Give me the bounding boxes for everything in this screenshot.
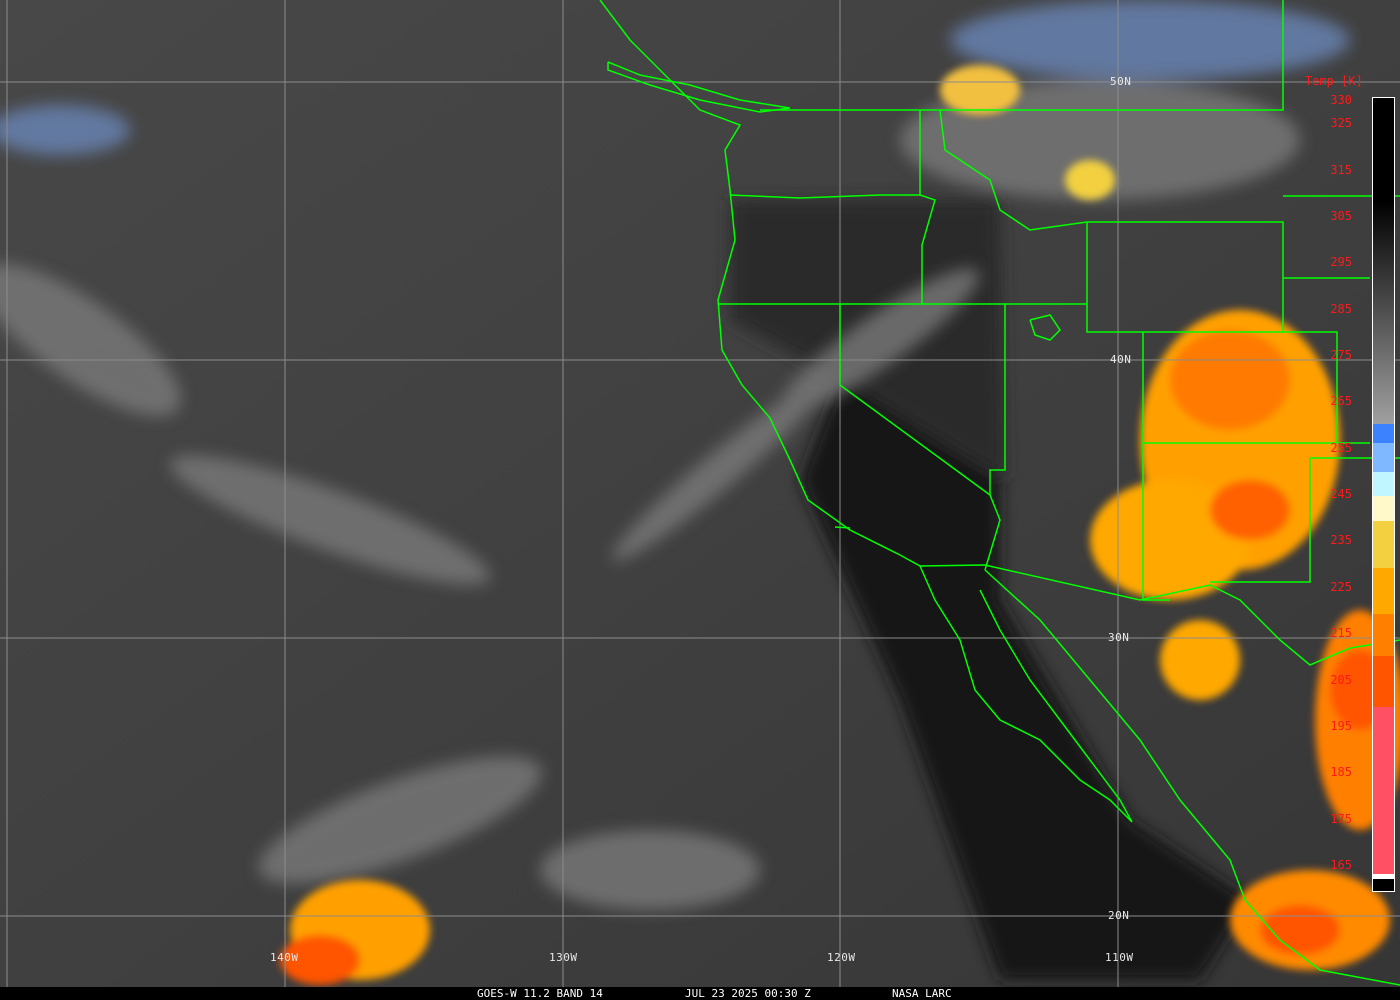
colorbar-tick-label: 330 (1330, 93, 1352, 107)
colorbar-segment (1373, 496, 1394, 522)
colorbar-segment (1373, 873, 1394, 879)
us-west-coast (599, 0, 921, 567)
colorbar-tick-label: 245 (1330, 487, 1352, 502)
colorbar-segment (1373, 878, 1394, 891)
lon-label-130w: 130W (549, 951, 578, 964)
idaho-border (919, 110, 936, 304)
colorbar-tick-label: 285 (1330, 301, 1352, 316)
caption-source: NASA LARC (892, 987, 952, 1000)
colorbar-segment (1373, 656, 1394, 707)
colorbar-tick-label: 185 (1330, 765, 1352, 780)
montana-idaho-border (939, 109, 1088, 231)
channel-islands (834, 526, 851, 529)
colorbar-segment (1373, 443, 1394, 472)
wa-or-border (729, 194, 920, 199)
colorbar-tick-label: 305 (1330, 208, 1352, 223)
colorbar-title: Temp [K] (1305, 74, 1363, 88)
lat-label-20n: 20N (1108, 909, 1130, 922)
temperature-colorbar (1372, 97, 1395, 892)
mexico-mainland-coast (984, 569, 1400, 986)
colorbar-tick-label: 255 (1330, 440, 1352, 455)
colorbar-segment (1373, 102, 1394, 202)
colorbar-tick-label: 315 (1330, 162, 1352, 177)
caption-bar: GOES-W 11.2 BAND 14 JUL 23 2025 00:30 Z … (0, 987, 1400, 1000)
colorbar-tick-label: 295 (1330, 255, 1352, 270)
colorbar-segment (1373, 201, 1394, 425)
lat-label-40n: 40N (1110, 353, 1132, 366)
colorbar-segment (1373, 424, 1394, 444)
colorbar-segment (1373, 521, 1394, 568)
canada-border (760, 0, 1284, 111)
lat-label-30n: 30N (1108, 631, 1130, 644)
coastlines-borders (599, 0, 1400, 986)
nevada-border (989, 304, 1006, 495)
colorbar-tick-label: 265 (1330, 394, 1352, 409)
colorbar-tick-label: 275 (1330, 347, 1352, 362)
colorbar-segment (1373, 706, 1394, 874)
colorbar-tick-label: 205 (1330, 672, 1352, 687)
colorbar-tick-label: 195 (1330, 718, 1352, 733)
colorado-border (1143, 331, 1338, 444)
colorbar-tick-label: 225 (1330, 579, 1352, 594)
lon-label-120w: 120W (827, 951, 856, 964)
caption-product: GOES-W 11.2 BAND 14 (477, 987, 603, 1000)
great-salt-lake (1029, 314, 1061, 341)
ca-nv-border (839, 304, 1001, 571)
lon-label-110w: 110W (1105, 951, 1134, 964)
colorbar-tick-label: 175 (1330, 811, 1352, 826)
colorbar-segment (1373, 471, 1394, 497)
colorbar-segment (1373, 613, 1394, 656)
colorbar-tick-label: 165 (1330, 857, 1352, 872)
colorbar-segment (1373, 567, 1394, 614)
colorbar-tick-label: 215 (1330, 626, 1352, 641)
new-mexico-border (1210, 458, 1311, 583)
baja-california (919, 565, 1133, 823)
lat-label-50n: 50N (1110, 75, 1132, 88)
lon-label-140w: 140W (270, 951, 299, 964)
mexico-border (919, 564, 1400, 666)
caption-datetime: JUL 23 2025 00:30 Z (685, 987, 811, 1000)
colorbar-tick-label: 325 (1330, 116, 1352, 131)
colorbar-tick-label: 235 (1330, 533, 1352, 548)
